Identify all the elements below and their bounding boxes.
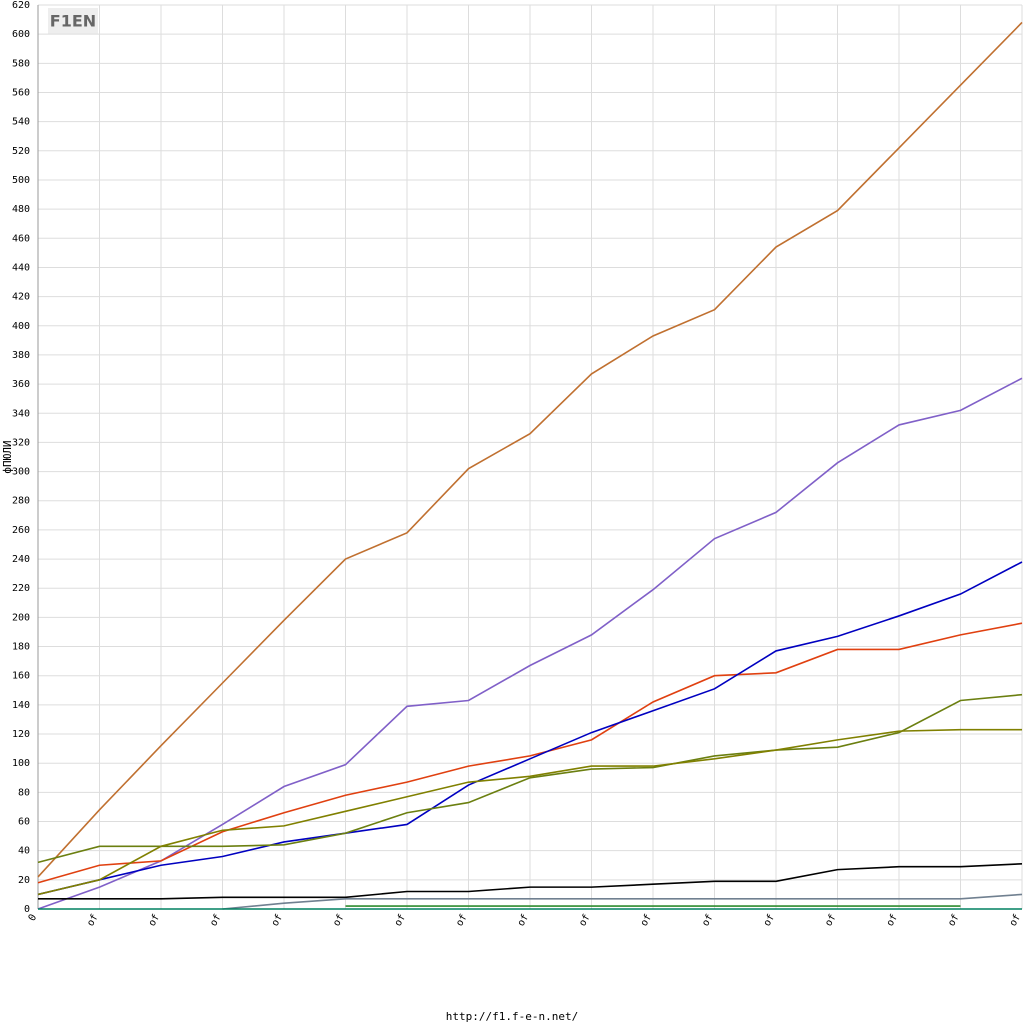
- series-line: [222, 893, 1023, 910]
- y-tick-label: 440: [12, 262, 30, 273]
- y-tick-label: 500: [12, 175, 30, 186]
- x-tick-label: of: [270, 913, 286, 929]
- x-tick-label: of: [331, 913, 347, 929]
- x-tick-label: of: [454, 913, 470, 929]
- y-tick-label: 280: [12, 496, 30, 507]
- y-axis-label: фПЮЛИ: [1, 440, 14, 473]
- x-tick-label: of: [762, 913, 778, 929]
- x-tick-label: 0: [27, 913, 40, 924]
- x-tick-label: of: [639, 913, 655, 929]
- y-tick-label: 560: [12, 87, 30, 98]
- x-tick-label: of: [516, 913, 532, 929]
- series-line: [37, 21, 1023, 878]
- series-line: [37, 377, 1023, 910]
- x-tick-label: of: [393, 913, 409, 929]
- x-tick-label: of: [700, 913, 716, 929]
- y-tick-label: 240: [12, 554, 30, 565]
- y-tick-label: 60: [18, 817, 30, 828]
- series-line: [38, 863, 1023, 900]
- y-tick-label: 580: [12, 58, 30, 69]
- y-tick-label: 520: [12, 146, 30, 157]
- series-line: [37, 728, 1022, 896]
- x-tick-label: of: [208, 913, 224, 929]
- x-tick-label: of: [885, 913, 901, 929]
- x-tick-label: of: [823, 913, 839, 929]
- x-tick-label: of: [946, 913, 962, 929]
- y-tick-label: 420: [12, 292, 30, 303]
- y-tick-label: 340: [12, 408, 30, 419]
- y-tick-label: 160: [12, 671, 30, 682]
- y-tick-label: 0: [24, 904, 30, 915]
- y-tick-label: 220: [12, 583, 30, 594]
- y-tick-label: 480: [12, 204, 30, 215]
- y-tick-label: 300: [12, 467, 30, 478]
- x-tick-label: of: [147, 913, 163, 929]
- y-tick-label: 120: [12, 729, 30, 740]
- y-tick-label: 380: [12, 350, 30, 361]
- footer: http://f1.f-e-n.net/: [446, 1010, 578, 1023]
- x-tick-label: of: [85, 913, 101, 929]
- logo-box: [48, 8, 98, 34]
- y-tick-label: 200: [12, 612, 30, 623]
- y-tick-label: 620: [12, 0, 30, 11]
- y-tick-label: 140: [12, 700, 30, 711]
- x-tick-label: of: [577, 913, 593, 929]
- y-tick-label: 400: [12, 321, 30, 332]
- y-tick-label: 180: [12, 642, 30, 653]
- y-tick-label: 260: [12, 525, 30, 536]
- logo: F1EN: [50, 12, 96, 31]
- y-tick-label: 320: [12, 437, 30, 448]
- x-tick-label: of: [1008, 913, 1024, 929]
- series-line: [37, 622, 1023, 884]
- y-tick-label: 600: [12, 29, 30, 40]
- y-tick-label: 40: [18, 846, 30, 857]
- y-tick-label: 20: [18, 875, 30, 886]
- y-tick-label: 540: [12, 117, 30, 128]
- y-tick-label: 360: [12, 379, 30, 390]
- series-line: [37, 561, 1023, 896]
- y-tick-label: 100: [12, 758, 30, 769]
- y-tick-label: 460: [12, 233, 30, 244]
- y-tick-label: 80: [18, 787, 30, 798]
- series-line: [37, 693, 1023, 864]
